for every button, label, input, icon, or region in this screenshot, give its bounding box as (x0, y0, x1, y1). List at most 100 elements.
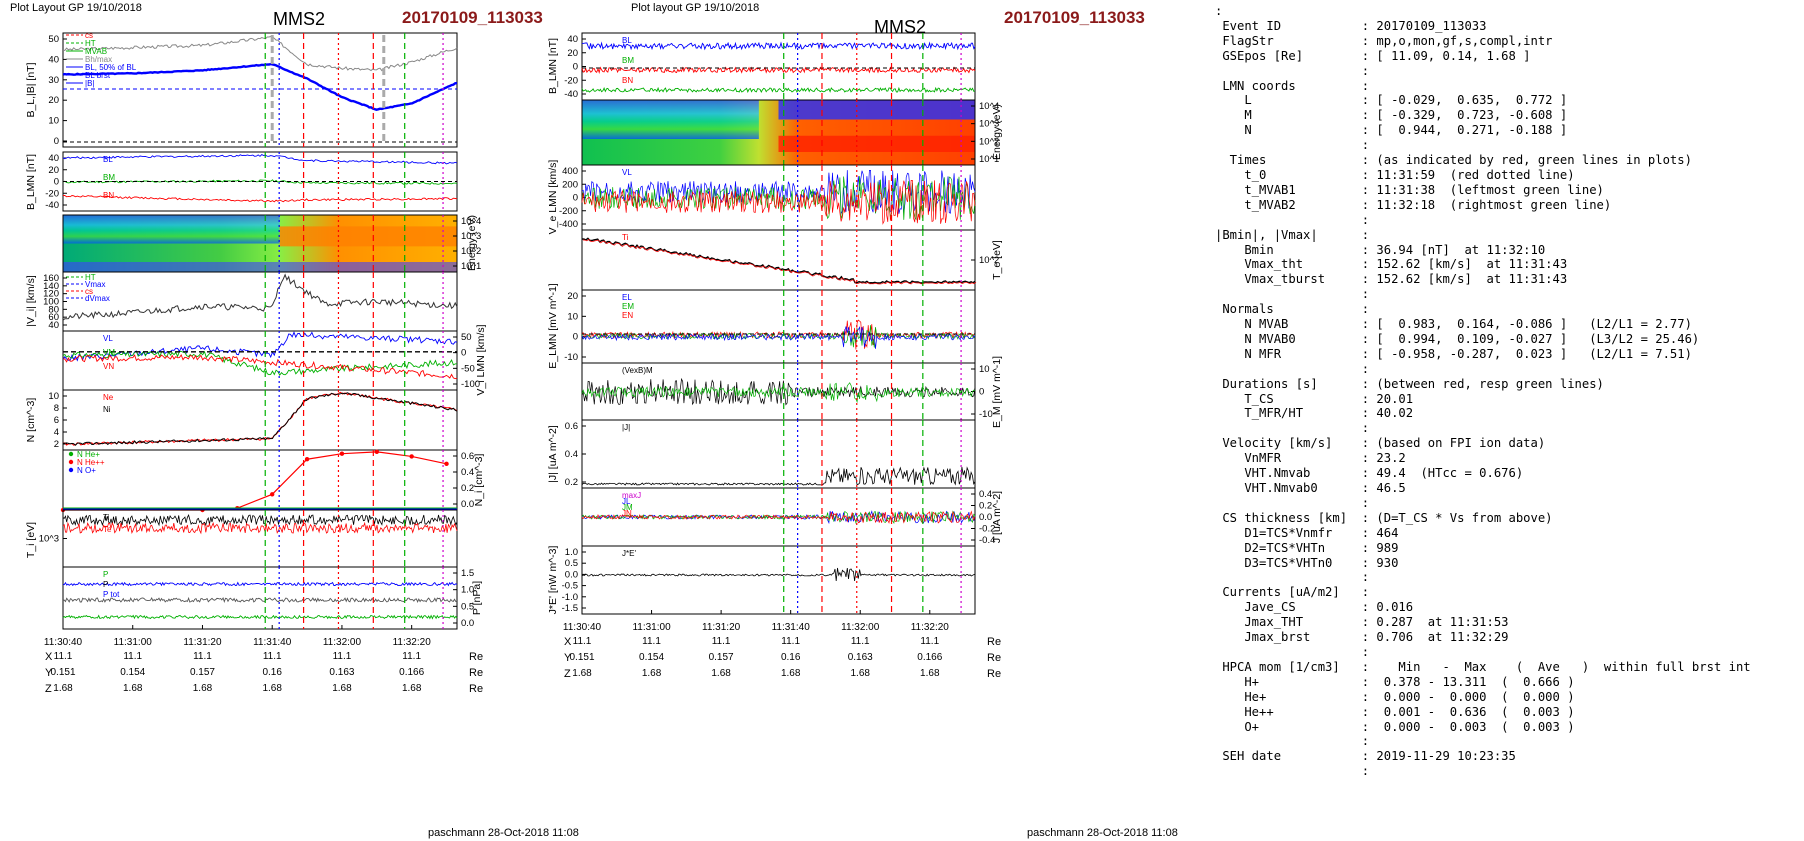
m6-ylabel: E_M [mV m^-1] (991, 356, 1003, 428)
position-cell: 0.157 (708, 652, 734, 663)
l2-line-BL (62, 154, 458, 165)
l8-frame (62, 509, 458, 568)
l6-series-label: Ne (103, 393, 114, 402)
m-xtick-label: 11:31:00 (632, 622, 671, 633)
m9-ytick-label: 0.0 (565, 569, 578, 580)
m8-series-label: JM (622, 503, 633, 512)
position-row-unit: Re (469, 683, 484, 695)
l6-ytick-label: 4 (54, 427, 59, 438)
l8-line-Ti (62, 514, 458, 527)
left-caption: Plot Layout GP 19/10/2018 (10, 2, 142, 14)
position-cell: 1.68 (850, 668, 870, 679)
l9-ytick-label: 0.0 (461, 618, 474, 629)
m9-ytick-label: -1.0 (562, 592, 578, 603)
l7-point-He++ (444, 461, 449, 467)
position-cell: 0.16 (262, 667, 282, 678)
l7-frame (62, 449, 458, 511)
l1-legend-label: BL, 50% of BL (85, 63, 137, 72)
m7-line-J (581, 466, 976, 486)
l4-legend-label: HT (85, 273, 96, 282)
l3-ylabel: Energy (eV) (466, 215, 478, 271)
m4-ytick-label: 10^2 (979, 255, 999, 266)
l2-series-label: BL (103, 155, 113, 164)
m-xtick-label: 11:32:20 (911, 622, 950, 633)
l6-series-label: Ni (103, 405, 111, 414)
m5-series-label: EL (622, 293, 632, 302)
position-row-unit: Re (469, 651, 484, 663)
l-xtick-label: 11:31:20 (183, 637, 222, 648)
position-cell: 1.68 (641, 668, 662, 679)
m5-ytick-label: 20 (567, 291, 578, 302)
m4-line-Ti (582, 238, 977, 285)
m8-ytick-label: 0.4 (979, 489, 992, 500)
l8-line-Te (62, 521, 458, 535)
position-cell: 11.1 (332, 651, 352, 662)
m1-line-BL (581, 41, 976, 51)
m8-series-label: JN (622, 509, 632, 518)
l6-frame (62, 389, 458, 451)
l2-series-label: BN (103, 191, 114, 200)
position-cell: 0.154 (639, 652, 665, 663)
m3-ytick-label: -200 (559, 206, 578, 217)
m1-ytick-label: -20 (564, 75, 578, 86)
l5-ytick-label: 50 (461, 332, 472, 343)
position-cell: 1.68 (572, 668, 592, 679)
l7-legend-dot (68, 459, 74, 465)
l7-point-He++ (304, 457, 310, 462)
l1-ytick-label: 10 (48, 116, 59, 127)
left-signature: paschmann 28-Oct-2018 11:08 (428, 827, 579, 839)
l9-ytick-label: 0.5 (461, 601, 474, 612)
l7-point-He++ (409, 454, 414, 459)
l3-ytick-label: 10^3 (461, 231, 481, 242)
m-xtick-label: 11:30:40 (563, 622, 602, 633)
l4-line-Vi (62, 273, 458, 321)
l9-line-P1 (62, 581, 458, 587)
position-cell: 0.16 (780, 652, 801, 663)
l1-ytick-label: 20 (48, 95, 59, 106)
m4-line-Te (581, 237, 976, 284)
l4-frame (62, 271, 458, 332)
m3-line-VL (581, 170, 976, 215)
m8-ytick-label: 0.0 (979, 512, 992, 523)
m2-ytick-label: 10^2 (979, 136, 999, 147)
m8-ylabel: J [uA m^-2] (991, 491, 1003, 543)
l7-legend-label: N He+ (77, 450, 100, 459)
l4-ytick-label: 160 (43, 273, 59, 284)
l1-ytick-label: 30 (48, 75, 59, 86)
m9-ytick-label: -0.5 (562, 581, 578, 592)
event-info-panel: : Event ID : 20170109_113033 FlagStr : m… (1215, 4, 1751, 779)
l4-ytick-label: 80 (48, 304, 59, 315)
l-xtick-label: 11:31:00 (114, 637, 153, 648)
m3-ylabel: V_e LMN [km/s] (547, 160, 559, 235)
m1-ytick-label: -40 (564, 89, 578, 100)
position-cell: 1.68 (332, 683, 352, 694)
l5-series-label: VM (103, 348, 115, 357)
position-row-label: Y (45, 667, 53, 679)
l1-legend-label: HT (85, 39, 96, 48)
m7-frame (581, 419, 976, 489)
l9-series-label: P tot (103, 590, 120, 599)
l4-ytick-label: 140 (43, 281, 59, 292)
m3-line-VN (581, 180, 976, 225)
l7-legend-dot (68, 467, 74, 473)
l7-legend-label: N He++ (77, 458, 105, 467)
m5-line-EM (581, 325, 976, 348)
l1-legend-label: MVAB (85, 47, 107, 56)
left-spacecraft-title: MMS2 (273, 9, 326, 29)
m1-ytick-label: 20 (567, 48, 578, 59)
left-event-title: 20170109_113033 (402, 8, 543, 27)
m3-line-VM (581, 176, 976, 221)
position-cell: 11.1 (642, 636, 661, 647)
m2-ytick-label: 10^4 (979, 101, 999, 112)
l9-ytick-label: 1.0 (461, 585, 474, 596)
l9-ytick-label: 1.5 (461, 568, 474, 579)
l6-ytick-label: 10 (48, 391, 59, 402)
m9-series-label: J*E' (622, 549, 636, 558)
m5-ytick-label: -10 (564, 352, 578, 363)
mid-event-title: 20170109_113033 (1004, 8, 1145, 27)
position-row-unit: Re (987, 668, 1002, 680)
l3-ytick-label: 10^4 (461, 216, 481, 227)
m3-series-label: VL (622, 168, 632, 177)
position-cell: 11.1 (123, 651, 143, 662)
l2-ytick-label: -40 (45, 200, 59, 211)
